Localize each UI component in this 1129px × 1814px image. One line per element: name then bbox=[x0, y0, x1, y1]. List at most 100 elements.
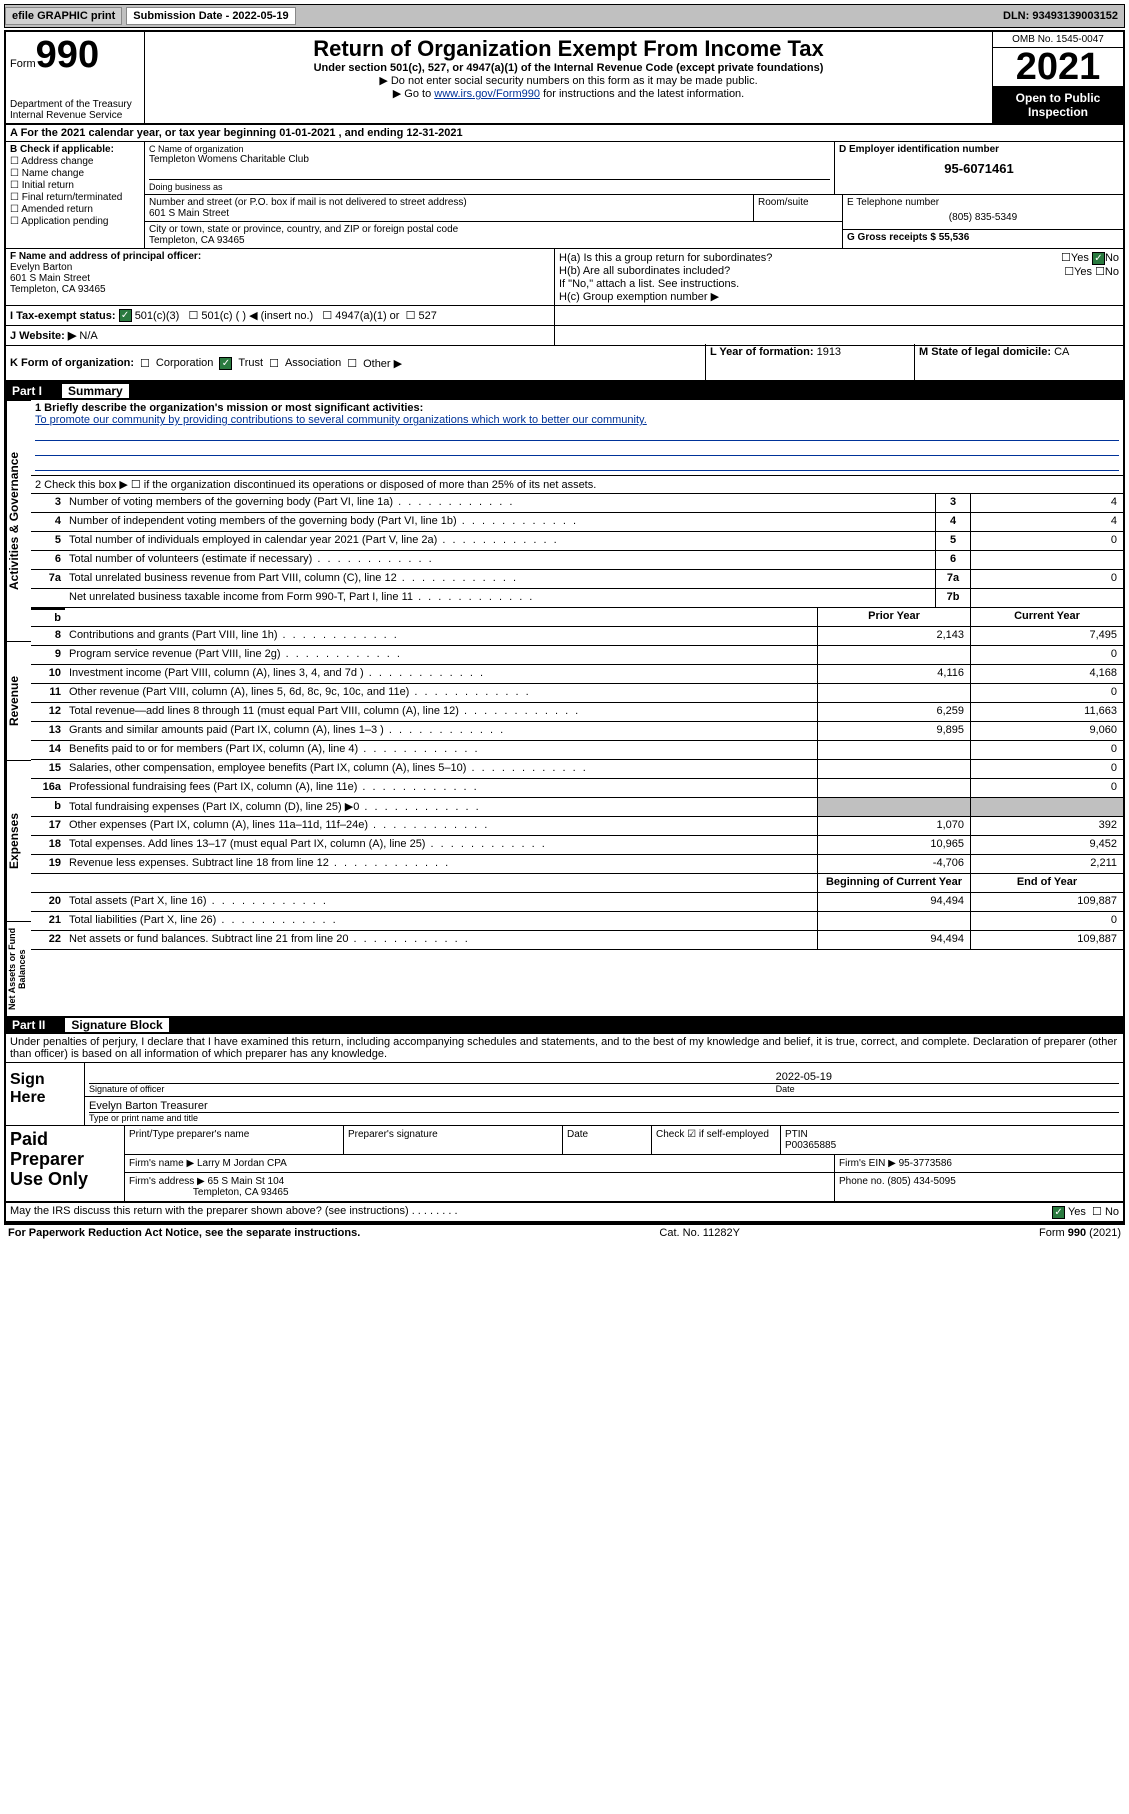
chk-initial-return[interactable]: ☐ Initial return bbox=[10, 180, 140, 191]
section-ij-wrapper: I Tax-exempt status: 501(c)(3) ☐ 501(c) … bbox=[6, 306, 1123, 347]
paid-preparer-block: Paid Preparer Use Only Print/Type prepar… bbox=[6, 1126, 1123, 1203]
section-g: G Gross receipts $ 55,536 bbox=[843, 230, 1123, 245]
prep-sig-label: Preparer's signature bbox=[344, 1126, 563, 1154]
phone-number: (805) 835-5349 bbox=[847, 212, 1119, 223]
section-fh: F Name and address of principal officer:… bbox=[6, 249, 1123, 306]
form-year-block: OMB No. 1545-0047 2021 Open to Public In… bbox=[992, 32, 1123, 123]
hb-answer: ☐Yes ☐No bbox=[1064, 265, 1119, 278]
discuss-answer: Yes ☐ No bbox=[1052, 1205, 1119, 1219]
boy-eoy-header: Beginning of Current Year End of Year bbox=[31, 874, 1123, 893]
summary-row: 8Contributions and grants (Part VIII, li… bbox=[31, 627, 1123, 646]
dba-label: Doing business as bbox=[149, 182, 830, 192]
sig-date: 2022-05-19 bbox=[776, 1071, 1119, 1083]
ptin-cell: PTINP00365885 bbox=[781, 1126, 1123, 1154]
summary-row: 3Number of voting members of the governi… bbox=[31, 494, 1123, 513]
street-address: Number and street (or P.O. box if mail i… bbox=[145, 195, 754, 221]
summary-row: 20Total assets (Part X, line 16)94,49410… bbox=[31, 893, 1123, 912]
summary-row: 7aTotal unrelated business revenue from … bbox=[31, 570, 1123, 589]
vert-activities-governance: Activities & Governance bbox=[6, 400, 31, 641]
section-i: I Tax-exempt status: 501(c)(3) ☐ 501(c) … bbox=[6, 306, 1123, 327]
section-b-heading: B Check if applicable: bbox=[10, 144, 114, 155]
summary-row: 16aProfessional fundraising fees (Part I… bbox=[31, 779, 1123, 798]
name-title-label: Type or print name and title bbox=[89, 1112, 1119, 1123]
firm-name-cell: Firm's name ▶ Larry M Jordan CPA bbox=[125, 1155, 835, 1172]
summary-row: 13Grants and similar amounts paid (Part … bbox=[31, 722, 1123, 741]
section-h: H(a) Is this a group return for subordin… bbox=[555, 249, 1123, 305]
footer-paperwork: For Paperwork Reduction Act Notice, see … bbox=[4, 1225, 1125, 1241]
ein-label: D Employer identification number bbox=[839, 144, 999, 155]
line-1-mission: 1 Briefly describe the organization's mi… bbox=[31, 400, 1123, 476]
form-note-1: ▶ Do not enter social security numbers o… bbox=[149, 74, 988, 87]
row-a-tax-year: A For the 2021 calendar year, or tax yea… bbox=[6, 125, 1123, 142]
officer-addr2: Templeton, CA 93465 bbox=[10, 284, 106, 295]
submission-date-label: Submission Date - 2022-05-19 bbox=[126, 7, 295, 25]
form-label: Form bbox=[10, 58, 36, 70]
summary-row: Net unrelated business taxable income fr… bbox=[31, 589, 1123, 608]
officer-name-title: Evelyn Barton Treasurer bbox=[89, 1100, 1119, 1112]
summary-row: 17Other expenses (Part IX, column (A), l… bbox=[31, 817, 1123, 836]
line-2-checkbox: 2 Check this box ▶ ☐ if the organization… bbox=[31, 476, 1123, 494]
form-title: Return of Organization Exempt From Incom… bbox=[149, 36, 988, 62]
form-subtitle: Under section 501(c), 527, or 4947(a)(1)… bbox=[149, 62, 988, 74]
summary-row: 22Net assets or fund balances. Subtract … bbox=[31, 931, 1123, 950]
part-2-title: Signature Block bbox=[65, 1018, 168, 1032]
sig-date-label: Date bbox=[776, 1083, 1119, 1094]
note2-post: for instructions and the latest informat… bbox=[540, 88, 744, 100]
form-header: Form990 Department of the Treasury Inter… bbox=[6, 32, 1123, 125]
catalog-number: Cat. No. 11282Y bbox=[659, 1227, 740, 1239]
summary-row: 19Revenue less expenses. Subtract line 1… bbox=[31, 855, 1123, 874]
form-number-block: Form990 Department of the Treasury Inter… bbox=[6, 32, 145, 123]
hc-line: H(c) Group exemption number ▶ bbox=[559, 290, 1119, 303]
address-block: Number and street (or P.O. box if mail i… bbox=[145, 195, 843, 248]
vert-revenue: Revenue bbox=[6, 641, 31, 760]
section-j: J Website: ▶ N/A bbox=[6, 326, 1123, 346]
form-note-2: ▶ Go to www.irs.gov/Form990 for instruct… bbox=[149, 87, 988, 100]
section-d: D Employer identification number 95-6071… bbox=[835, 142, 1123, 194]
chk-name-change[interactable]: ☐ Name change bbox=[10, 168, 140, 179]
form-version: Form 990 (2021) bbox=[1039, 1227, 1121, 1239]
summary-row: 21Total liabilities (Part X, line 26)0 bbox=[31, 912, 1123, 931]
website-value: N/A bbox=[79, 330, 97, 342]
part-1-body: Activities & Governance Revenue Expenses… bbox=[6, 400, 1123, 1016]
summary-row: bTotal fundraising expenses (Part IX, co… bbox=[31, 798, 1123, 817]
sign-here-block: Sign Here Signature of officer 2022-05-1… bbox=[6, 1063, 1123, 1126]
room-suite: Room/suite bbox=[754, 195, 842, 221]
discuss-yes-checkbox[interactable] bbox=[1052, 1206, 1065, 1219]
part-1-num: Part I bbox=[12, 384, 42, 398]
chk-final-return[interactable]: ☐ Final return/terminated bbox=[10, 192, 140, 203]
sign-here-label: Sign Here bbox=[6, 1063, 85, 1125]
firm-ein-cell: Firm's EIN ▶ 95-3773586 bbox=[835, 1155, 1123, 1172]
form-title-block: Return of Organization Exempt From Incom… bbox=[145, 32, 992, 123]
open-public-badge: Open to Public Inspection bbox=[993, 87, 1123, 123]
part-1-title: Summary bbox=[62, 384, 129, 398]
section-cde: C Name of organization Templeton Womens … bbox=[145, 142, 1123, 248]
summary-row: 6Total number of volunteers (estimate if… bbox=[31, 551, 1123, 570]
hb-note: If "No," attach a list. See instructions… bbox=[559, 278, 1119, 290]
paperwork-notice: For Paperwork Reduction Act Notice, see … bbox=[8, 1227, 360, 1239]
chk-application-pending[interactable]: ☐ Application pending bbox=[10, 216, 140, 227]
part-2-header: Part II Signature Block bbox=[6, 1016, 1123, 1034]
chk-address-change[interactable]: ☐ Address change bbox=[10, 156, 140, 167]
chk-amended-return[interactable]: ☐ Amended return bbox=[10, 204, 140, 215]
section-f: F Name and address of principal officer:… bbox=[6, 249, 555, 305]
firm-addr-cell: Firm's address ▶ 65 S Main St 104 Temple… bbox=[125, 1173, 835, 1201]
irs-link[interactable]: www.irs.gov/Form990 bbox=[434, 88, 540, 100]
section-e: E Telephone number (805) 835-5349 bbox=[843, 195, 1123, 230]
section-c: C Name of organization Templeton Womens … bbox=[145, 142, 835, 194]
efile-print-button[interactable]: efile GRAPHIC print bbox=[5, 7, 122, 25]
note2-pre: ▶ Go to bbox=[393, 88, 434, 100]
ha-no-checkbox[interactable] bbox=[1092, 252, 1105, 265]
vert-net-assets: Net Assets or Fund Balances bbox=[6, 921, 31, 1016]
org-name-label: C Name of organization bbox=[149, 144, 830, 154]
sig-officer-label: Signature of officer bbox=[89, 1083, 776, 1094]
section-klm: K Form of organization: ☐ Corporation Tr… bbox=[6, 346, 1123, 382]
department-label: Department of the Treasury Internal Reve… bbox=[10, 99, 144, 121]
summary-row: 4Number of independent voting members of… bbox=[31, 513, 1123, 532]
chk-trust[interactable] bbox=[219, 357, 232, 370]
prep-date-label: Date bbox=[563, 1126, 652, 1154]
section-bcd: B Check if applicable: ☐ Address change … bbox=[6, 142, 1123, 249]
paid-preparer-label: Paid Preparer Use Only bbox=[6, 1126, 125, 1201]
chk-501c3[interactable] bbox=[119, 309, 132, 322]
summary-row: 5Total number of individuals employed in… bbox=[31, 532, 1123, 551]
summary-row: 9Program service revenue (Part VIII, lin… bbox=[31, 646, 1123, 665]
